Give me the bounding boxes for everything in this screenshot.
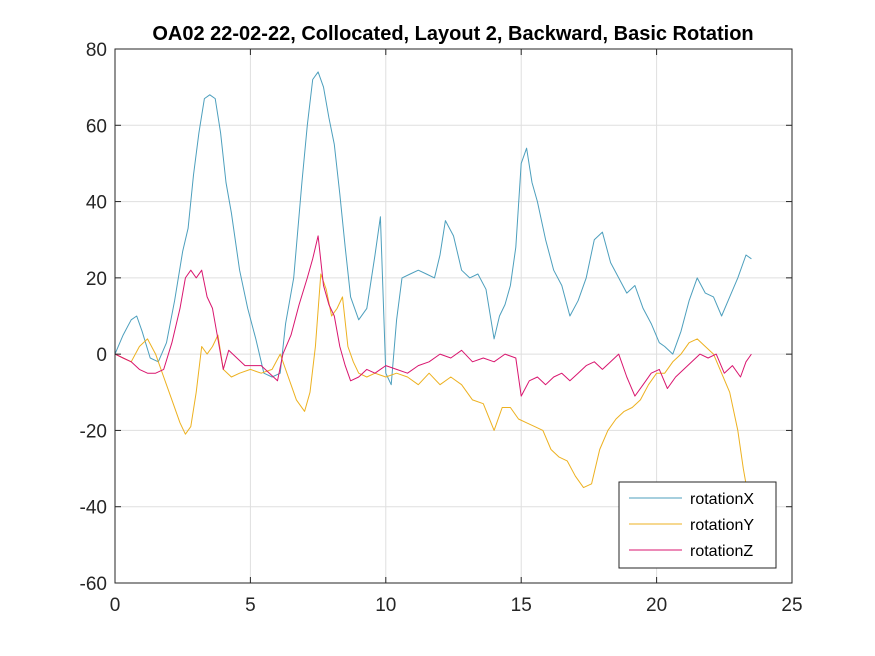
y-tick-label: -60 xyxy=(80,574,107,595)
y-tick-label: 40 xyxy=(86,193,107,214)
x-tick-label: 20 xyxy=(646,595,667,616)
y-tick-label: 20 xyxy=(86,269,107,290)
y-tick-label: -40 xyxy=(80,498,107,519)
x-tick-label: 0 xyxy=(110,595,121,616)
legend-label-rotationY: rotationY xyxy=(690,517,754,534)
series-lines xyxy=(114,71,752,500)
y-tick-label: 0 xyxy=(96,345,107,366)
series-line-rotationX xyxy=(114,71,752,386)
x-tick-label: 5 xyxy=(245,595,256,616)
legend: rotationX rotationY rotationZ xyxy=(618,481,777,569)
y-tick-label: 80 xyxy=(86,40,107,61)
x-tick-label: 15 xyxy=(511,595,532,616)
axis-ticks: 0 5 10 15 20 25 -60 -40 -20 0 20 40 60 80 xyxy=(80,40,803,616)
plot-frame xyxy=(114,48,793,584)
y-tick-label: -20 xyxy=(80,421,107,442)
series-line-rotationY xyxy=(114,273,750,500)
x-tick-label: 10 xyxy=(375,595,396,616)
series-line-rotationZ xyxy=(114,235,752,397)
x-tick-label: 25 xyxy=(781,595,802,616)
y-tick-label: 60 xyxy=(86,116,107,137)
legend-box xyxy=(618,481,777,569)
legend-label-rotationX: rotationX xyxy=(690,491,754,508)
chart-title: OA02 22-02-22, Collocated, Layout 2, Bac… xyxy=(152,23,753,45)
legend-label-rotationZ: rotationZ xyxy=(690,543,753,560)
